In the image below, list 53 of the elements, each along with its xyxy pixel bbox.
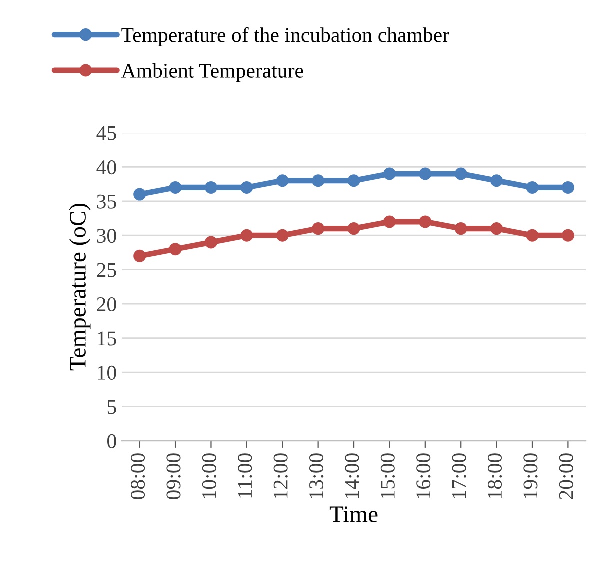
point (169, 243, 182, 256)
x-tick-label: 17:00 (452, 454, 466, 498)
legend-label: Ambient Temperature (122, 63, 304, 82)
point (562, 229, 574, 242)
y-tick-label: 30 (97, 229, 116, 244)
point (134, 250, 146, 262)
y-tick-label: 45 (96, 126, 116, 140)
point (276, 229, 289, 242)
y-tick-label: 20 (97, 297, 116, 312)
x-tick-label: 10:00 (202, 454, 217, 498)
y-tick-label: 15 (98, 332, 116, 346)
point (526, 181, 539, 194)
point (490, 174, 504, 188)
x-tick-label: 12:00 (274, 454, 288, 498)
point (562, 181, 574, 194)
point (454, 222, 468, 236)
point (454, 168, 468, 180)
point (419, 168, 432, 180)
point (204, 236, 218, 249)
x-tick-label: 20:00 (559, 454, 574, 500)
x-tick-label: 08:00 (130, 454, 146, 500)
point (419, 216, 432, 228)
point (383, 168, 396, 180)
x-tick-label: 19:00 (524, 454, 538, 498)
x-tick-label: 14:00 (345, 454, 360, 498)
x-tick-label: 11:00 (238, 454, 252, 498)
x-tick-label: 18:00 (488, 454, 502, 498)
point (240, 181, 254, 194)
legend-label: Temperature of the incubation chamber (122, 27, 450, 47)
x-tick-label: 09:00 (166, 454, 181, 500)
y-tick-label: 0 (108, 434, 116, 448)
point (204, 181, 218, 194)
x-tick-label: 15:00 (380, 454, 396, 498)
point (276, 174, 289, 188)
point (383, 216, 396, 228)
point (526, 229, 539, 242)
point (134, 188, 146, 201)
point (312, 222, 325, 236)
point (312, 174, 325, 188)
point (169, 181, 182, 194)
x-tick-label: 13:00 (309, 454, 324, 498)
point (490, 222, 504, 236)
point (348, 222, 360, 236)
x-axis-title: Time (330, 506, 378, 522)
y-tick-label: 10 (98, 366, 116, 380)
y-tick-label: 40 (96, 160, 116, 175)
point (348, 174, 360, 188)
point (240, 229, 254, 242)
x-tick-label: 16:00 (416, 454, 431, 498)
y-tick-label: 35 (97, 194, 116, 209)
y-tick-label: 5 (108, 400, 116, 414)
y-axis-title: Temperature (oC) (69, 204, 91, 371)
y-tick-label: 25 (97, 263, 116, 278)
